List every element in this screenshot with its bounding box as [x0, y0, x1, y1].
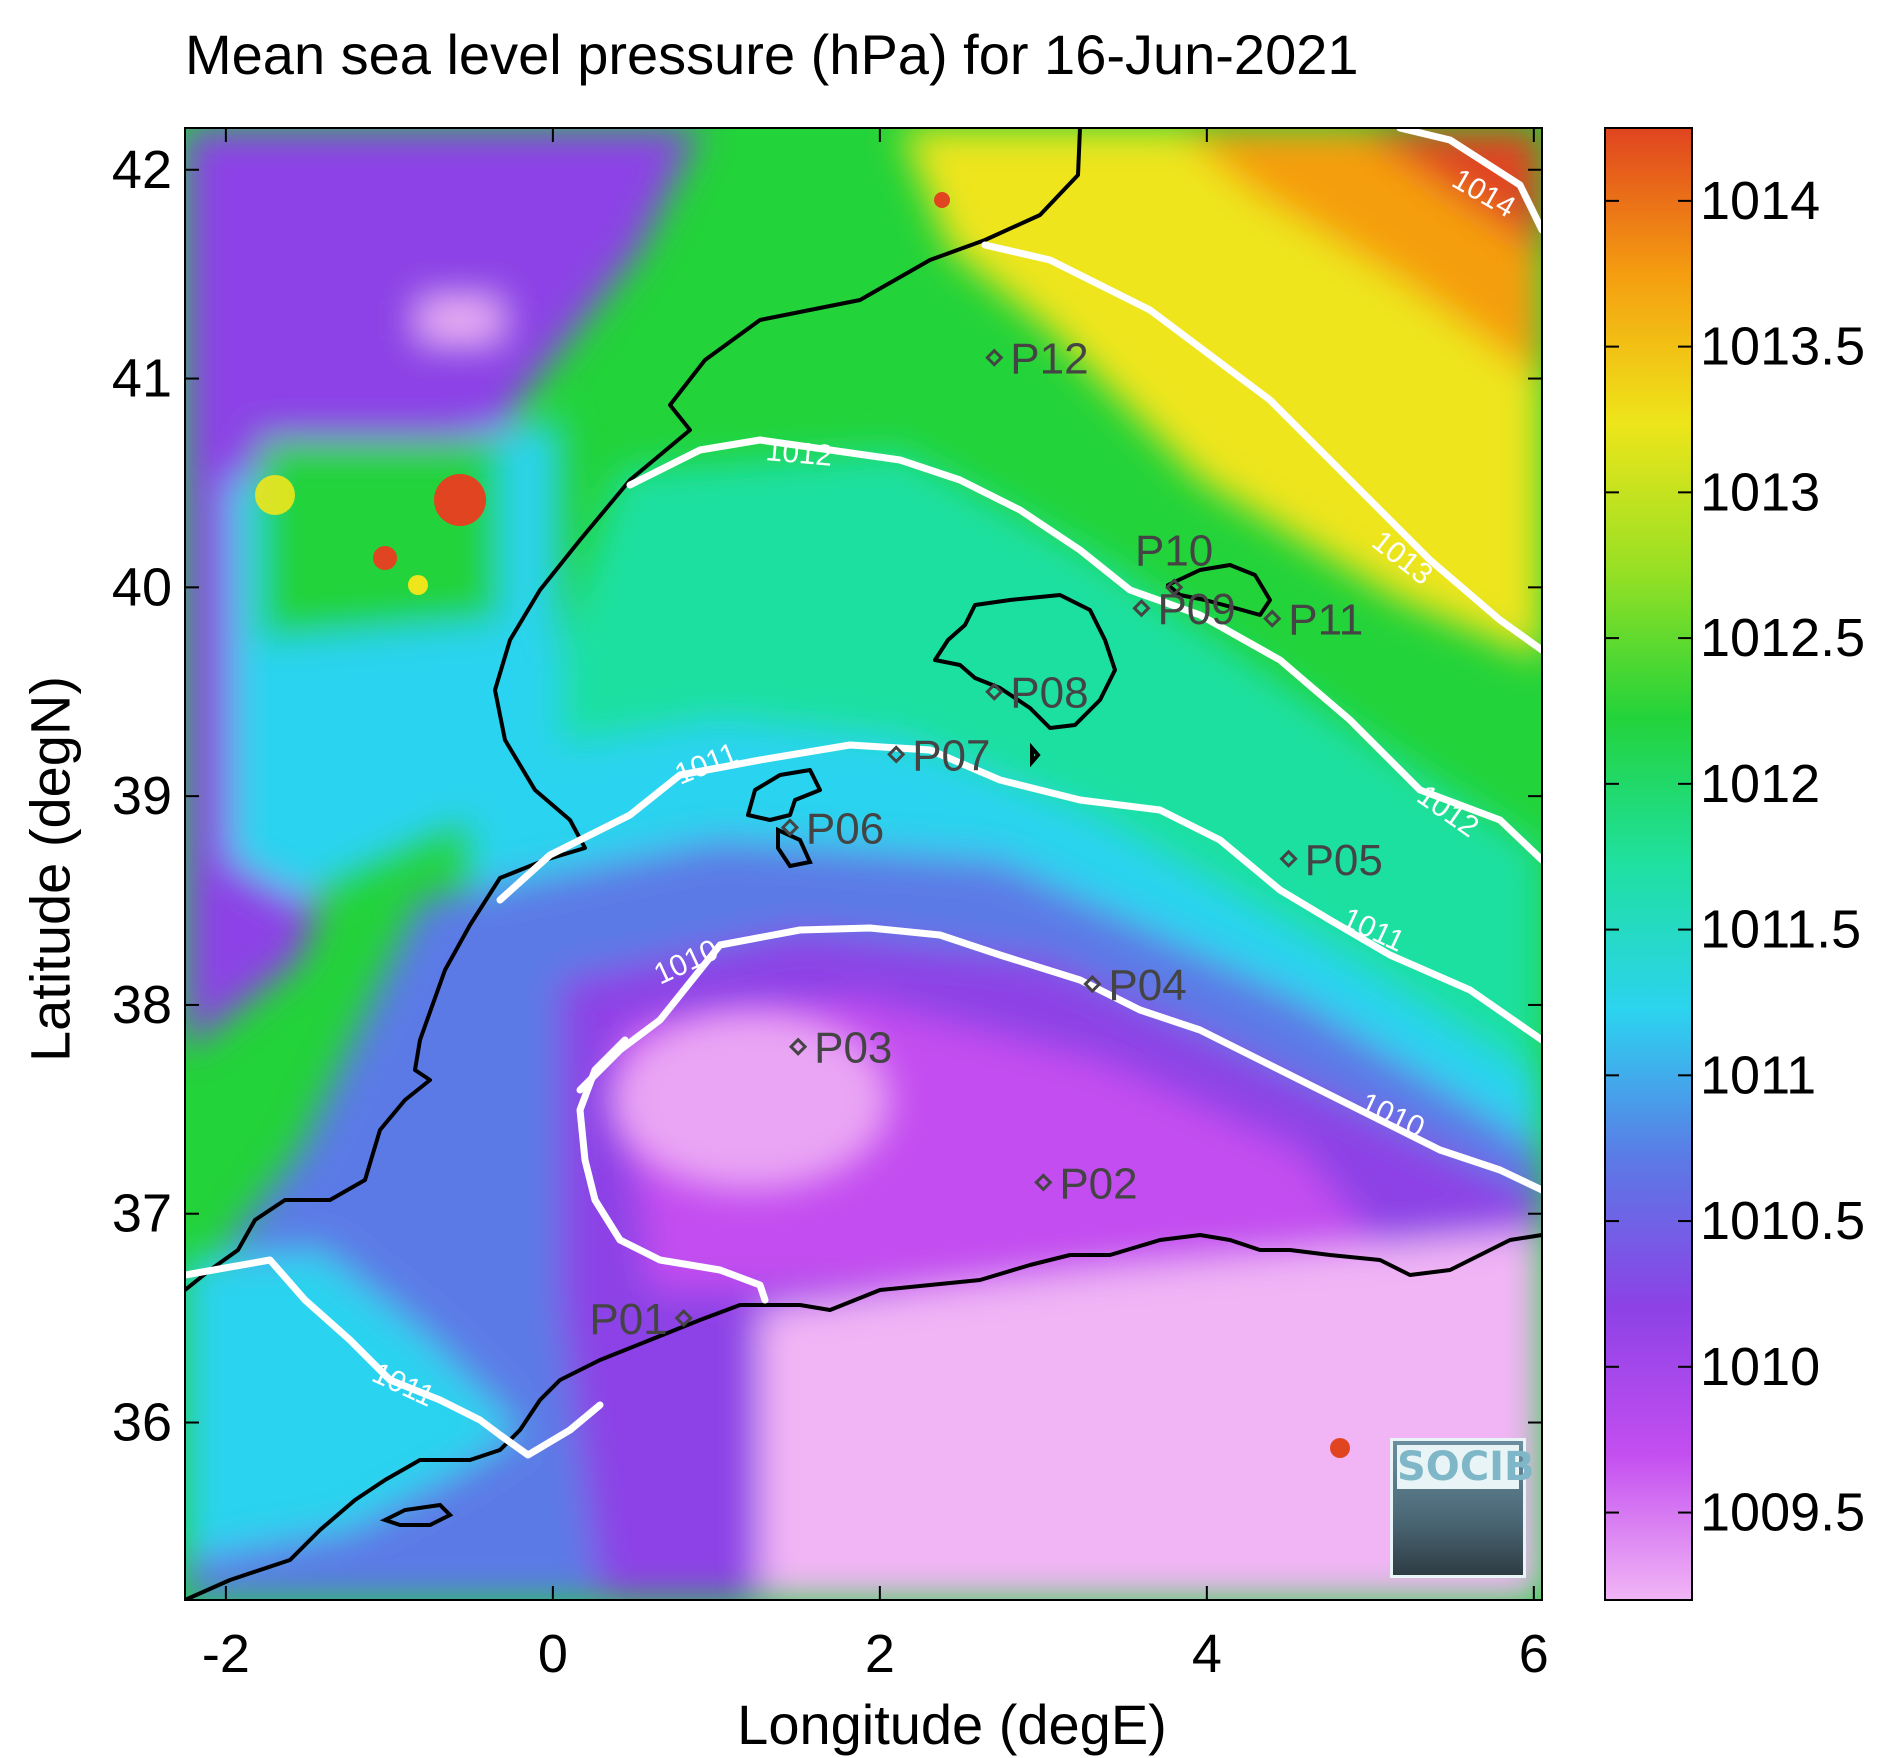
pressure-field: 1014 1013 1012 1012 1011 1011 1011 1010 …: [185, 128, 1542, 1600]
station-marker: [1279, 849, 1298, 868]
colorbar-tick-label: 1014: [1700, 171, 1820, 231]
x-tick-label: 2: [865, 1624, 895, 1684]
x-tick-label: -2: [202, 1624, 250, 1684]
colorbar-tick-label: 1010: [1700, 1337, 1820, 1397]
colorbar-tick-label: 1011.5: [1700, 900, 1861, 960]
x-tick-label: 4: [1192, 1624, 1222, 1684]
station-marker: [887, 745, 906, 764]
y-tick-label: 39: [112, 766, 172, 826]
station-marker: [1034, 1173, 1053, 1192]
colorbar-tick-label: 1010.5: [1700, 1191, 1865, 1251]
island-formentera: [776, 826, 813, 869]
station-marker: [985, 682, 1004, 701]
plot-frame: [184, 127, 1543, 1601]
station-label: P06: [806, 804, 884, 853]
x-tick-label: 0: [538, 1624, 568, 1684]
island-mallorca: [933, 593, 1117, 730]
y-tick-label: 42: [112, 140, 172, 200]
colorbar-tick-label: 1012: [1700, 754, 1820, 814]
island-cabrera: [1030, 742, 1041, 768]
station-marker: [1083, 974, 1102, 994]
station-marker: [788, 1037, 808, 1056]
isobar-1014: [1396, 128, 1542, 234]
station-marker: [674, 1309, 693, 1328]
y-axis-ticks: 36 37 38 39 40 41 42: [112, 140, 1542, 1453]
island-ibiza: [746, 768, 822, 822]
colorbar-tick-label: 1009.5: [1700, 1483, 1865, 1543]
coastline-iberia: [185, 128, 1082, 1292]
station-label: P12: [1010, 335, 1088, 384]
colorbar-tick-label: 1013: [1700, 462, 1820, 522]
station-label: P11: [1288, 596, 1363, 645]
isobars: [185, 128, 1542, 1459]
coastline-africa: [185, 1233, 1542, 1600]
colorbar-tick-label: 1012.5: [1700, 608, 1865, 668]
y-tick-label: 37: [112, 1184, 172, 1244]
pressure-map: 1014 1013 1012 1012 1011 1011 1011 1010 …: [112, 127, 1865, 1684]
y-tick-label: 40: [112, 557, 172, 617]
station-marker: [1263, 609, 1282, 628]
station-label: P07: [912, 731, 990, 780]
station-marker: [1165, 578, 1184, 597]
isobar-label-1012: 1012: [764, 434, 833, 473]
isobar-1010: [576, 924, 1542, 1194]
station-label: P02: [1059, 1159, 1137, 1208]
isobar-1010-west: [576, 1036, 769, 1304]
socib-logo: SOCIB: [1390, 1438, 1535, 1578]
isobar-1011: [496, 741, 1542, 1044]
stations-layer: P01 P02 P03 P04 P05 P06 P07 P08 P09 P10 P11 P12: [589, 335, 1383, 1344]
y-axis-label: Latitude (degN): [18, 675, 82, 1063]
y-tick-label: 41: [112, 349, 172, 409]
station-marker: [985, 348, 1004, 367]
station-label: P03: [814, 1024, 892, 1073]
colorbar-tick-label: 1011: [1700, 1045, 1816, 1105]
x-axis-label: Longitude (degE): [737, 1693, 1167, 1756]
x-tick-label: 6: [1519, 1624, 1549, 1684]
colorbar: [1604, 127, 1693, 1601]
coastline-ceuta: [379, 1502, 454, 1527]
y-tick-label: 38: [112, 975, 172, 1035]
station-label: P10: [1135, 526, 1213, 575]
station-label: P09: [1157, 585, 1235, 634]
y-tick-label: 36: [112, 1393, 172, 1453]
logo-text: SOCIB: [1397, 1444, 1535, 1490]
station-label: P08: [1010, 669, 1088, 718]
station-marker: [1132, 599, 1151, 618]
isobar-1011-sw: [185, 1256, 604, 1459]
colorbar-ticks: 1009.5 1010 1010.5 1011 1011.5 1012 1012.5 1013…: [1605, 171, 1865, 1543]
station-marker: [780, 818, 800, 837]
colorbar-tick-label: 1013.5: [1700, 317, 1865, 377]
isobar-1013: [981, 241, 1542, 654]
isobar-1012: [626, 436, 1542, 864]
map-title: Mean sea level pressure (hPa) for 16-Jun…: [185, 23, 1359, 86]
island-menorca: [1166, 563, 1272, 617]
station-label: P04: [1108, 961, 1186, 1010]
station-label: P01: [589, 1295, 667, 1344]
station-label: P05: [1305, 836, 1383, 885]
x-axis-ticks: -2 0 2 4 6: [202, 128, 1549, 1684]
